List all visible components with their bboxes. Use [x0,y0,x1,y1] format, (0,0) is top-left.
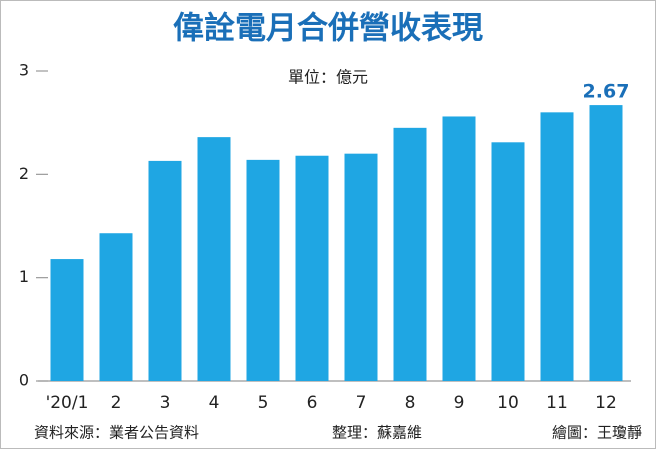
x-tick-label: 11 [546,393,568,413]
x-tick-label: 9 [454,393,465,413]
bar [50,259,84,381]
bar [442,116,476,381]
editor-note: 整理：蘇嘉維 [332,424,422,442]
x-tick-label: 5 [258,393,269,413]
y-tick-label: 0 [19,371,29,390]
y-tick-label: 2 [19,164,29,183]
x-tick-label: 6 [307,393,318,413]
x-tick-label: 4 [209,393,220,413]
bar [344,153,378,381]
bar [99,233,133,381]
bar [589,105,623,381]
bar [491,142,525,381]
bar [295,155,329,381]
x-tick-label: 10 [497,393,519,413]
x-tick-label: 3 [160,393,171,413]
x-tick-label: 7 [356,393,367,413]
x-tick-label: 2 [111,393,122,413]
chart-title: 偉詮電月合併營收表現 [173,11,483,47]
y-tick-label: 3 [19,61,29,80]
bar [246,159,280,381]
source-note: 資料來源：業者公告資料 [34,424,199,442]
y-tick-label: 1 [19,267,29,286]
bar [393,127,427,381]
value-label: 2.67 [583,81,630,103]
chart-subtitle: 單位：億元 [288,68,368,87]
bar [197,137,231,381]
x-tick-label: 12 [595,393,617,413]
x-tick-label: '20/1 [46,393,89,413]
bar [148,160,182,381]
illustrator-note: 繪圖：王瓊靜 [552,424,642,442]
bar [540,112,574,381]
x-tick-label: 8 [405,393,416,413]
